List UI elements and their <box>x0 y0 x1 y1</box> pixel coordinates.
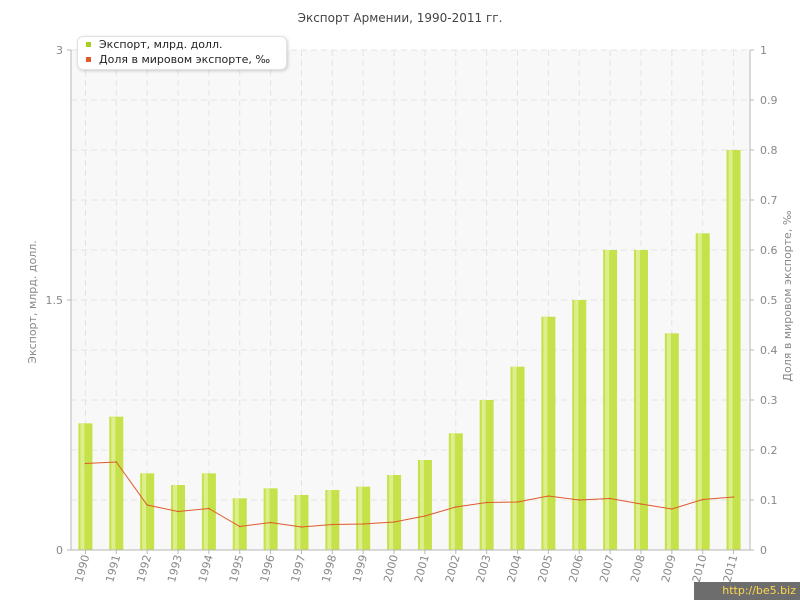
y-right-tick-label: 0.6 <box>760 244 778 257</box>
y-right-tick-label: 0.8 <box>760 144 778 157</box>
bar-highlight-2004 <box>512 366 517 550</box>
y-right-tick-label: 0.7 <box>760 194 778 207</box>
share-line[interactable] <box>85 461 734 528</box>
bar-highlight-1990 <box>80 423 85 550</box>
share-point-1995[interactable] <box>238 525 241 528</box>
share-point-2003[interactable] <box>485 501 488 504</box>
share-point-2011[interactable] <box>732 496 735 498</box>
y-axis-right-label: Доля в мировом экспорте, ‰ <box>781 210 794 381</box>
x-tick-label-2000: 2000 <box>381 553 401 583</box>
y-right-tick-label: 0.9 <box>760 94 778 107</box>
x-tick-label-1994: 1994 <box>196 553 216 583</box>
share-point-1998[interactable] <box>331 523 334 526</box>
bar-highlight-1995 <box>234 498 239 550</box>
x-tick-label-2009: 2009 <box>659 553 679 583</box>
bar-highlight-1994 <box>203 473 208 550</box>
share-point-2005[interactable] <box>547 495 550 497</box>
x-tick-label-2001: 2001 <box>412 553 432 583</box>
x-tick-label-1996: 1996 <box>258 553 278 583</box>
share-point-1994[interactable] <box>208 507 210 510</box>
share-point-1997[interactable] <box>300 526 303 528</box>
bar-highlight-1999 <box>358 486 363 550</box>
x-tick-label-1991: 1991 <box>103 553 123 583</box>
y-axis-left-label: Экспорт, млрд. долл. <box>26 240 39 363</box>
share-point-2002[interactable] <box>454 506 457 508</box>
x-tick-label-1990: 1990 <box>73 553 93 583</box>
legend: Экспорт, млрд. долл. Доля в мировом эксп… <box>77 36 287 70</box>
chart-title: Экспорт Армении, 1990-2011 гг. <box>298 11 503 25</box>
y-left-tick-label: 1.5 <box>46 294 64 307</box>
bar-highlight-2007 <box>605 250 610 550</box>
share-point-2007[interactable] <box>609 497 611 500</box>
bar-highlight-2011 <box>728 150 733 550</box>
share-point-2008[interactable] <box>640 503 642 505</box>
y-right-tick-label: 0.5 <box>760 294 778 307</box>
share-point-2006[interactable] <box>578 499 581 501</box>
y-left-tick-label: 3 <box>56 44 63 57</box>
bar-highlight-1996 <box>265 488 270 550</box>
bar-highlight-2002 <box>450 433 455 550</box>
y-right-tick-label: 0.3 <box>760 394 778 407</box>
x-tick-label-2005: 2005 <box>535 553 555 583</box>
x-tick-label-2011: 2011 <box>721 553 741 583</box>
share-point-2001[interactable] <box>424 515 426 517</box>
x-tick-label-2004: 2004 <box>505 553 525 583</box>
bar-highlight-1993 <box>173 485 178 550</box>
x-tick-label-1992: 1992 <box>134 553 154 583</box>
bar-highlight-1997 <box>296 495 301 550</box>
share-point-2000[interactable] <box>393 521 395 523</box>
bar-highlight-1991 <box>111 416 116 550</box>
legend-swatch-export <box>86 41 91 47</box>
x-tick-label-2007: 2007 <box>597 553 617 583</box>
watermark[interactable]: http://be5.biz <box>694 582 800 600</box>
legend-label-export: Экспорт, млрд. долл. <box>99 38 223 51</box>
y-right-tick-label: 0.4 <box>760 344 778 357</box>
y-right-tick-label: 0 <box>760 544 767 557</box>
legend-label-share: Доля в мировом экспорте, ‰ <box>99 53 271 66</box>
bar-highlight-2001 <box>419 460 424 550</box>
y-right-tick-label: 0.2 <box>760 444 778 457</box>
bar-highlight-2000 <box>389 475 394 550</box>
x-tick-label-2003: 2003 <box>474 553 494 583</box>
x-tick-label-2008: 2008 <box>628 553 648 583</box>
share-point-2010[interactable] <box>701 498 704 501</box>
legend-item-share: Доля в мировом экспорте, ‰ <box>86 53 270 67</box>
bar-highlight-2003 <box>481 400 486 550</box>
bar-highlight-2008 <box>635 250 640 550</box>
bar-highlight-2010 <box>697 233 702 551</box>
y-right-tick-label: 0.1 <box>760 494 778 507</box>
share-point-1993[interactable] <box>177 510 179 513</box>
y-right-tick-label: 1 <box>760 44 767 57</box>
x-tick-label-1995: 1995 <box>227 553 247 583</box>
bar-highlight-1998 <box>327 490 332 550</box>
bar-highlight-2005 <box>543 316 548 550</box>
x-tick-label-2010: 2010 <box>690 553 710 583</box>
share-point-1992[interactable] <box>146 504 148 506</box>
share-point-1996[interactable] <box>269 521 272 524</box>
x-tick-label-1993: 1993 <box>165 553 185 583</box>
bar-highlight-2009 <box>666 333 671 550</box>
bar-highlight-1992 <box>142 473 147 550</box>
x-tick-label-2006: 2006 <box>566 553 586 583</box>
share-point-2009[interactable] <box>671 508 673 510</box>
bar-highlight-2006 <box>574 300 579 550</box>
y-left-tick-label: 0 <box>56 544 63 557</box>
share-point-1999[interactable] <box>362 523 365 525</box>
legend-swatch-share <box>86 56 91 62</box>
x-tick-label-1997: 1997 <box>289 553 309 583</box>
legend-item-export: Экспорт, млрд. долл. <box>86 38 222 52</box>
x-tick-label-1999: 1999 <box>350 553 370 583</box>
share-point-2004[interactable] <box>516 501 519 503</box>
share-point-1991[interactable] <box>115 461 118 463</box>
x-tick-label-2002: 2002 <box>443 553 463 583</box>
x-tick-label-1998: 1998 <box>319 553 339 583</box>
share-point-1990[interactable] <box>84 462 87 465</box>
